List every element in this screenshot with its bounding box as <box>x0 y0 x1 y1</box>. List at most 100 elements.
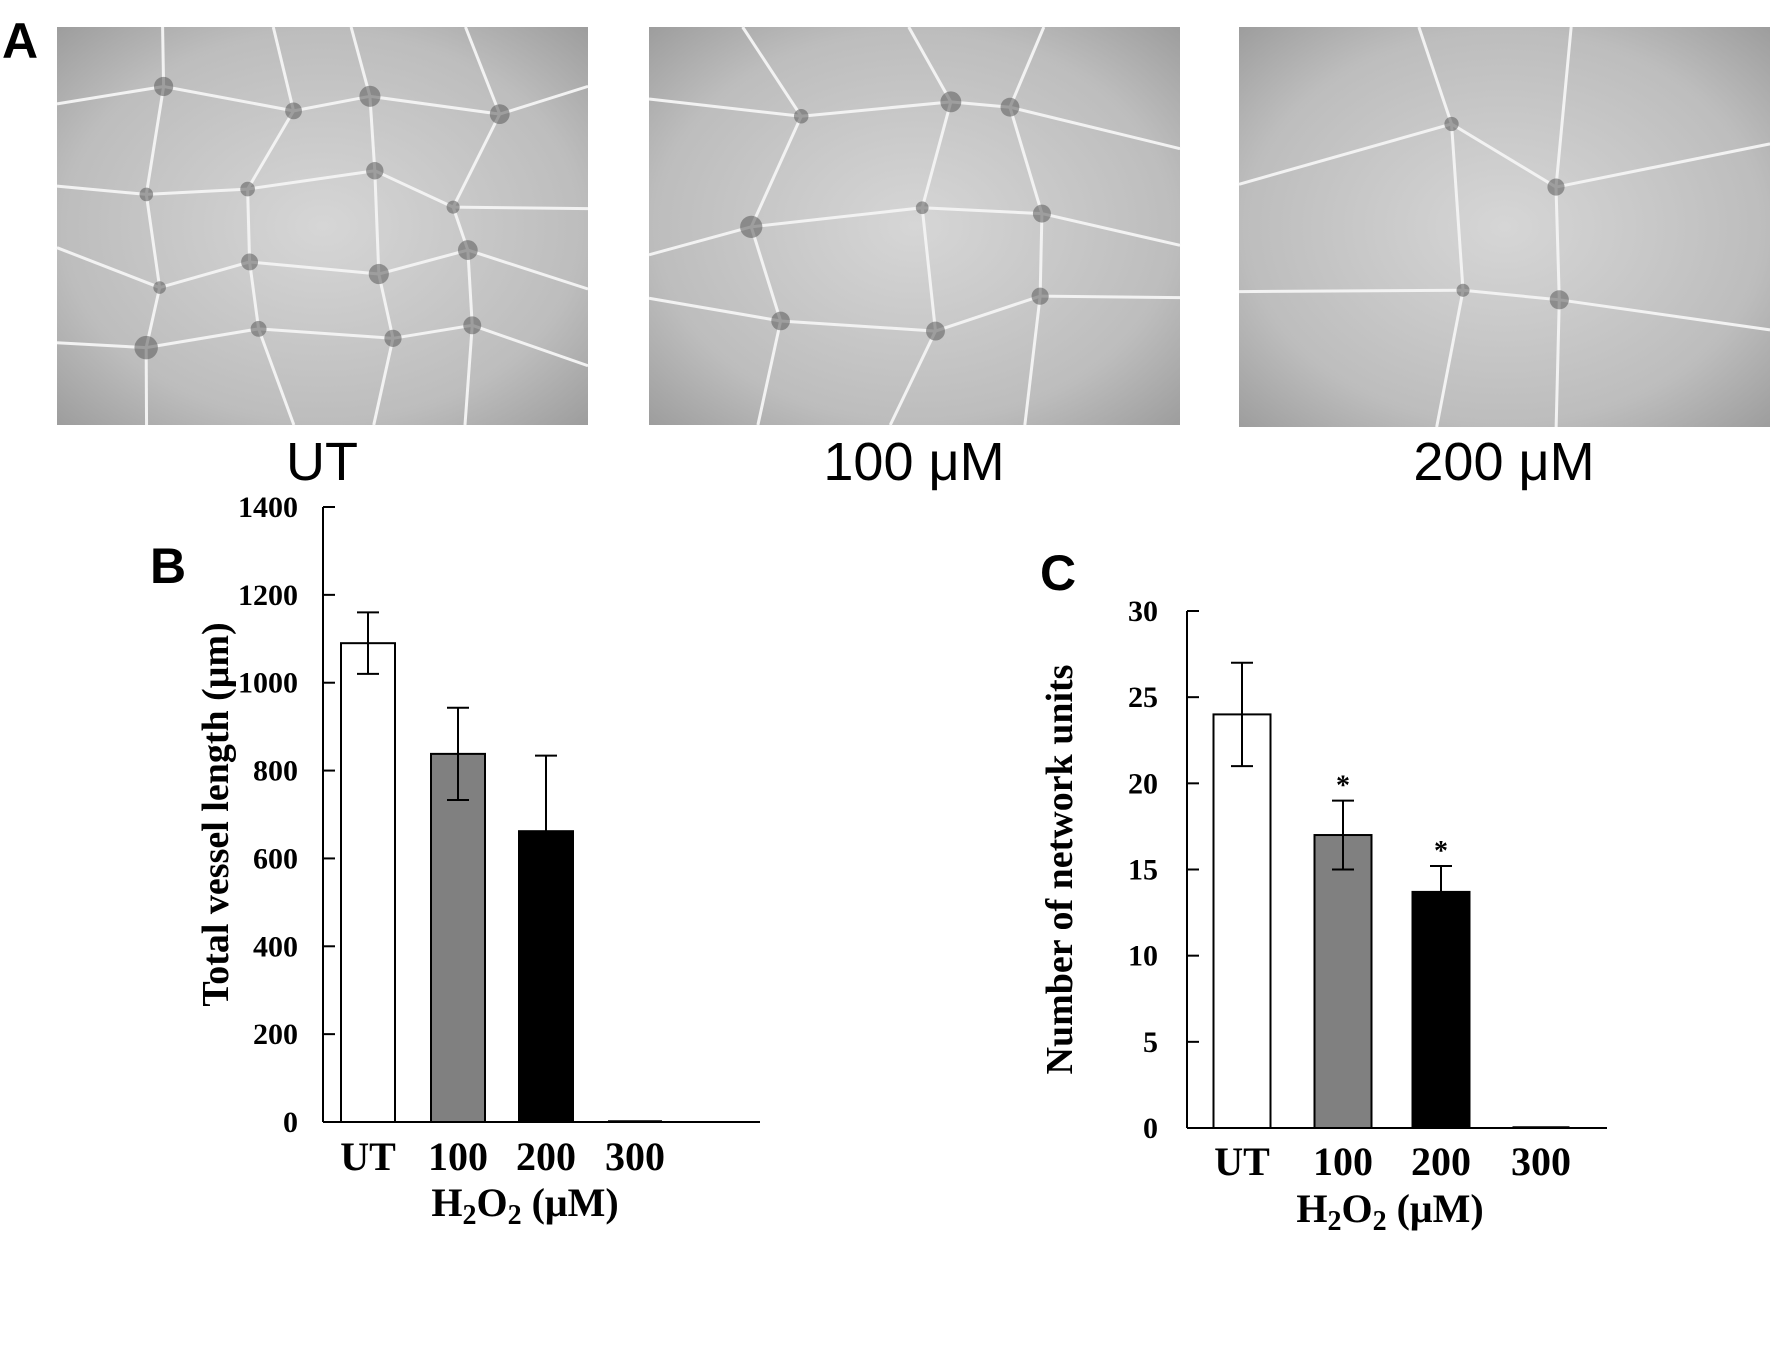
vessel-segment <box>258 327 394 340</box>
category-label: 300 <box>605 1134 665 1179</box>
cell-cluster <box>153 281 166 294</box>
y-tick-label: 15 <box>1128 854 1158 887</box>
cell-cluster <box>446 200 460 214</box>
chart-c: 0 5 10 15 20 25 30 UT * 100 * 200 300 H2O2 (μM) Number… <box>1039 595 1607 1237</box>
vessel-segment <box>920 101 953 209</box>
vessel-segment <box>920 207 937 332</box>
vessel-segment <box>248 261 261 330</box>
cell-cluster <box>1444 116 1459 132</box>
y-tick-label: 800 <box>253 755 298 788</box>
vessel-segment <box>741 26 803 118</box>
cell-cluster <box>1031 287 1049 305</box>
vessel-segment <box>907 26 953 103</box>
vessel-segment <box>1041 212 1181 247</box>
vessel-segment <box>1450 123 1465 291</box>
vessel-segment <box>749 115 803 228</box>
vessel-segment <box>372 337 395 426</box>
panel-b-letter: B <box>150 538 186 594</box>
vessel-segment <box>749 226 783 322</box>
vessel-segment <box>1008 106 1044 215</box>
vessel-segment <box>888 330 937 426</box>
y-tick-label: 30 <box>1128 595 1158 628</box>
cell-cluster <box>250 320 267 337</box>
bar <box>340 642 396 1124</box>
vessel-segment <box>1554 187 1561 300</box>
cell-cluster <box>241 253 259 271</box>
micrograph-100uM <box>648 26 1181 426</box>
vessel-segment <box>377 273 395 339</box>
caption-200uM: 200 μM <box>1413 432 1594 492</box>
vessel-segment <box>471 323 589 368</box>
micrograph-ut <box>56 26 589 426</box>
y-tick-label: 1200 <box>238 579 298 612</box>
cell-cluster <box>489 104 510 125</box>
vessel-segment <box>144 194 162 288</box>
category-label: 200 <box>1411 1139 1471 1184</box>
x-axis-label: H2O2 (μM) <box>1296 1186 1483 1237</box>
chart-b: 0 200 400 600 800 1000 1200 1400 UT 100 200 300H2O2… <box>195 491 760 1231</box>
vessel-segment <box>271 26 295 112</box>
y-axis-label: Total vessel length (μm) <box>195 622 237 1006</box>
cell-cluster <box>740 215 763 238</box>
cell-cluster <box>384 329 402 347</box>
cell-cluster <box>368 263 389 285</box>
cell-cluster <box>1032 204 1051 223</box>
vessel-segment <box>1038 213 1044 297</box>
y-tick-label: 0 <box>1143 1112 1158 1145</box>
bar <box>1212 713 1272 1130</box>
vessel-segment <box>466 249 474 326</box>
cell-cluster <box>915 201 929 215</box>
caption-100uM: 100 μM <box>823 432 1004 492</box>
bar <box>1313 834 1373 1129</box>
vessel-segment <box>159 260 251 290</box>
vessel-segment <box>378 248 469 276</box>
vessel-segment <box>922 206 1042 216</box>
vessel-segment <box>247 169 376 191</box>
y-tick-label: 600 <box>253 842 298 875</box>
category-label: 100 <box>1313 1139 1373 1184</box>
vessel-segment <box>1023 295 1042 426</box>
cell-cluster <box>139 187 154 202</box>
bar <box>430 752 486 1124</box>
vessel-segment <box>648 97 802 118</box>
cell-cluster <box>1000 97 1020 117</box>
bar <box>1411 890 1471 1129</box>
vessel-segment <box>56 84 164 106</box>
vessel-segment <box>1555 142 1771 189</box>
y-tick-label: 0 <box>283 1106 298 1139</box>
y-tick-label: 5 <box>1143 1026 1158 1059</box>
vessel-segment <box>1417 26 1453 125</box>
vessel-segment <box>249 260 379 276</box>
vessel-segment <box>648 296 781 323</box>
vessel-segment <box>756 320 783 426</box>
vessel-segment <box>780 319 936 333</box>
vessel-segment <box>349 26 372 97</box>
vessel-segment <box>161 26 166 87</box>
vessel-segment <box>935 294 1041 333</box>
vessel-segment <box>463 325 474 426</box>
cell-cluster <box>1456 283 1470 297</box>
cell-cluster <box>240 181 255 197</box>
vessel-segment <box>293 94 371 113</box>
micrograph-200uM <box>1238 26 1771 428</box>
vessel-segment <box>392 323 473 340</box>
category-label: 300 <box>1511 1139 1571 1184</box>
vessel-segment <box>368 96 377 171</box>
significance-marker: * <box>1434 836 1448 867</box>
cell-cluster <box>153 76 174 97</box>
cell-cluster <box>359 85 381 107</box>
vessel-segment <box>451 113 502 208</box>
vessel-segment <box>145 327 259 350</box>
category-label: 200 <box>516 1134 576 1179</box>
vessel-segment <box>1554 299 1561 428</box>
cell-cluster <box>771 311 790 331</box>
vessel-segment <box>369 94 500 116</box>
cell-cluster <box>457 240 478 260</box>
cell-cluster <box>1549 290 1569 310</box>
category-label: 100 <box>428 1134 488 1179</box>
vessel-segment <box>751 206 923 229</box>
y-axis-label: Number of network units <box>1039 665 1081 1075</box>
category-label: UT <box>340 1134 396 1179</box>
vessel-segment <box>1450 122 1557 189</box>
